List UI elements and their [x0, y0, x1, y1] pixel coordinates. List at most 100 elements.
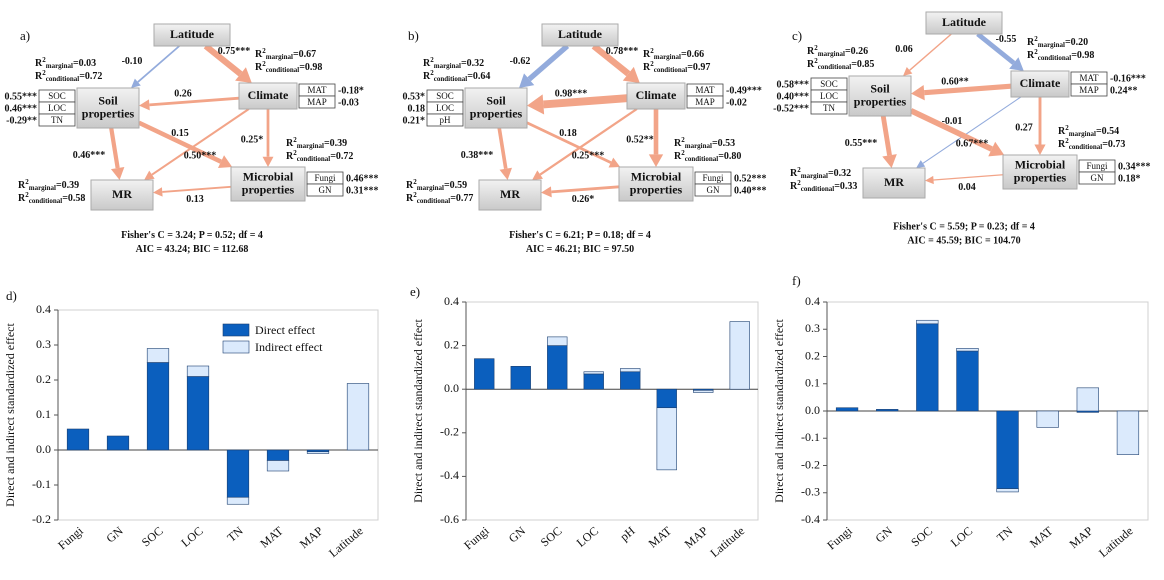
path-arrow [151, 108, 250, 176]
table-variable: pH [440, 115, 452, 125]
path-coefficient: 0.78*** [606, 46, 639, 57]
r-subscript: conditional [417, 197, 451, 205]
r-squared: R2marginal=0.39 [18, 178, 79, 192]
r-value: =0.32 [828, 168, 851, 179]
path-arrow [203, 43, 243, 77]
bar-segment [916, 323, 939, 412]
path-coefficient: 0.15 [171, 128, 189, 139]
y-tick-label: 0.0 [805, 403, 820, 417]
fit-statistics: Fisher's C = 6.21; P = 0.18; df = 4 [509, 230, 651, 241]
bar-segment [266, 460, 290, 472]
r-superscript: 2 [814, 44, 818, 52]
bar-segment [835, 407, 859, 412]
r-value: =0.72 [330, 151, 353, 162]
table-variable: SOC [820, 79, 838, 89]
r-value: =0.77 [450, 193, 473, 204]
path-coefficient: 0.55*** [845, 138, 878, 149]
bar-segment [474, 358, 495, 390]
x-tick-label: SOC [538, 524, 565, 550]
r-value: =0.54 [1096, 126, 1119, 137]
table-variable: LOC [48, 103, 66, 113]
r-superscript: 2 [262, 60, 266, 68]
table-loading: -0.49*** [726, 85, 762, 96]
r-value: =0.66 [681, 49, 704, 60]
arrow-head [144, 170, 155, 180]
r-symbol: R [1058, 139, 1066, 150]
r-superscript: 2 [430, 56, 434, 64]
path-coefficient: -0.55 [996, 34, 1017, 45]
panel-label: d) [6, 288, 17, 303]
node-box [626, 82, 686, 110]
panel-label: a) [20, 28, 30, 43]
table-loading: 0.46*** [5, 103, 38, 114]
bar-segment [693, 389, 714, 393]
arrow-head [217, 155, 233, 169]
node-label: Soil [486, 93, 506, 107]
arrow-head [925, 175, 934, 185]
arrow-head [648, 154, 664, 167]
r-superscript: 2 [430, 69, 434, 77]
r-value: =0.03 [73, 58, 96, 69]
r-squared: R2marginal=0.59 [406, 178, 467, 192]
arrow-head [532, 170, 543, 180]
table-variable: LOC [820, 91, 838, 101]
x-tick-label: LOC [178, 524, 205, 550]
path-coefficient: 0.50*** [184, 150, 217, 161]
table-variable: GN [707, 185, 720, 195]
r-subscript: marginal [1038, 41, 1065, 49]
r-subscript: marginal [417, 184, 444, 192]
table-variable: LOC [436, 103, 454, 113]
panel-label: f) [792, 273, 801, 288]
r-subscript: conditional [297, 155, 331, 163]
bar-segment [1076, 387, 1099, 412]
x-tick-label: SOC [139, 524, 166, 550]
r-symbol: R [790, 168, 798, 179]
r-symbol: R [790, 181, 798, 192]
node-box [618, 166, 694, 202]
node-box [230, 166, 306, 202]
node-label: Latitude [942, 15, 987, 29]
table-loading: 0.21* [403, 115, 426, 126]
r-superscript: 2 [681, 136, 685, 144]
r-symbol: R [406, 193, 414, 204]
bar-segment [620, 371, 641, 390]
r-squared: R2conditional=0.85 [807, 57, 874, 71]
table-variable: Fungi [314, 173, 336, 183]
r-value: =0.72 [79, 71, 102, 82]
r-symbol: R [423, 71, 431, 82]
table-variable: Fungi [1086, 161, 1108, 171]
x-tick-label: TN [994, 523, 1016, 544]
table-loading: 0.18* [1118, 173, 1141, 184]
path-coefficient: 0.75*** [218, 46, 251, 57]
bar-segment [876, 409, 899, 412]
bar-segment [656, 407, 677, 471]
r-symbol: R [674, 138, 682, 149]
bar-segment [956, 350, 979, 412]
table-cell [38, 113, 76, 127]
table-variable: MAT [1079, 73, 1099, 83]
path-coefficient: 0.67*** [956, 138, 989, 149]
x-tick-label: GN [873, 523, 896, 545]
path-arrow [109, 127, 120, 169]
sem-diagram: b) -0.62 0.78*** 0.98*** 0.18 0.38*** 0.25*** 0… [403, 23, 767, 255]
y-tick-label: 0.3 [36, 337, 51, 351]
bar-segment [1116, 410, 1140, 455]
r-symbol: R [807, 46, 815, 57]
table-loading: 0.55*** [5, 91, 38, 102]
bar-segment [1036, 410, 1059, 428]
fit-statistics: AIC = 43.24; BIC = 112.68 [136, 244, 249, 255]
arrow-head [527, 94, 545, 115]
path-arrow [162, 185, 232, 193]
fit-statistics: AIC = 45.59; BIC = 104.70 [907, 236, 1020, 247]
path-coefficient: 0.25* [241, 134, 264, 145]
x-tick-label: SOC [908, 524, 935, 550]
node-label: properties [242, 182, 295, 196]
node-label: Climate [636, 88, 677, 102]
node-label: Soil [870, 81, 890, 95]
r-squared: R2marginal=0.20 [1027, 35, 1088, 49]
arrow-head [916, 160, 926, 168]
node-label: MR [500, 187, 520, 201]
node-label: properties [1014, 170, 1067, 184]
table-cell [298, 95, 336, 109]
r-subscript: marginal [1069, 130, 1096, 138]
